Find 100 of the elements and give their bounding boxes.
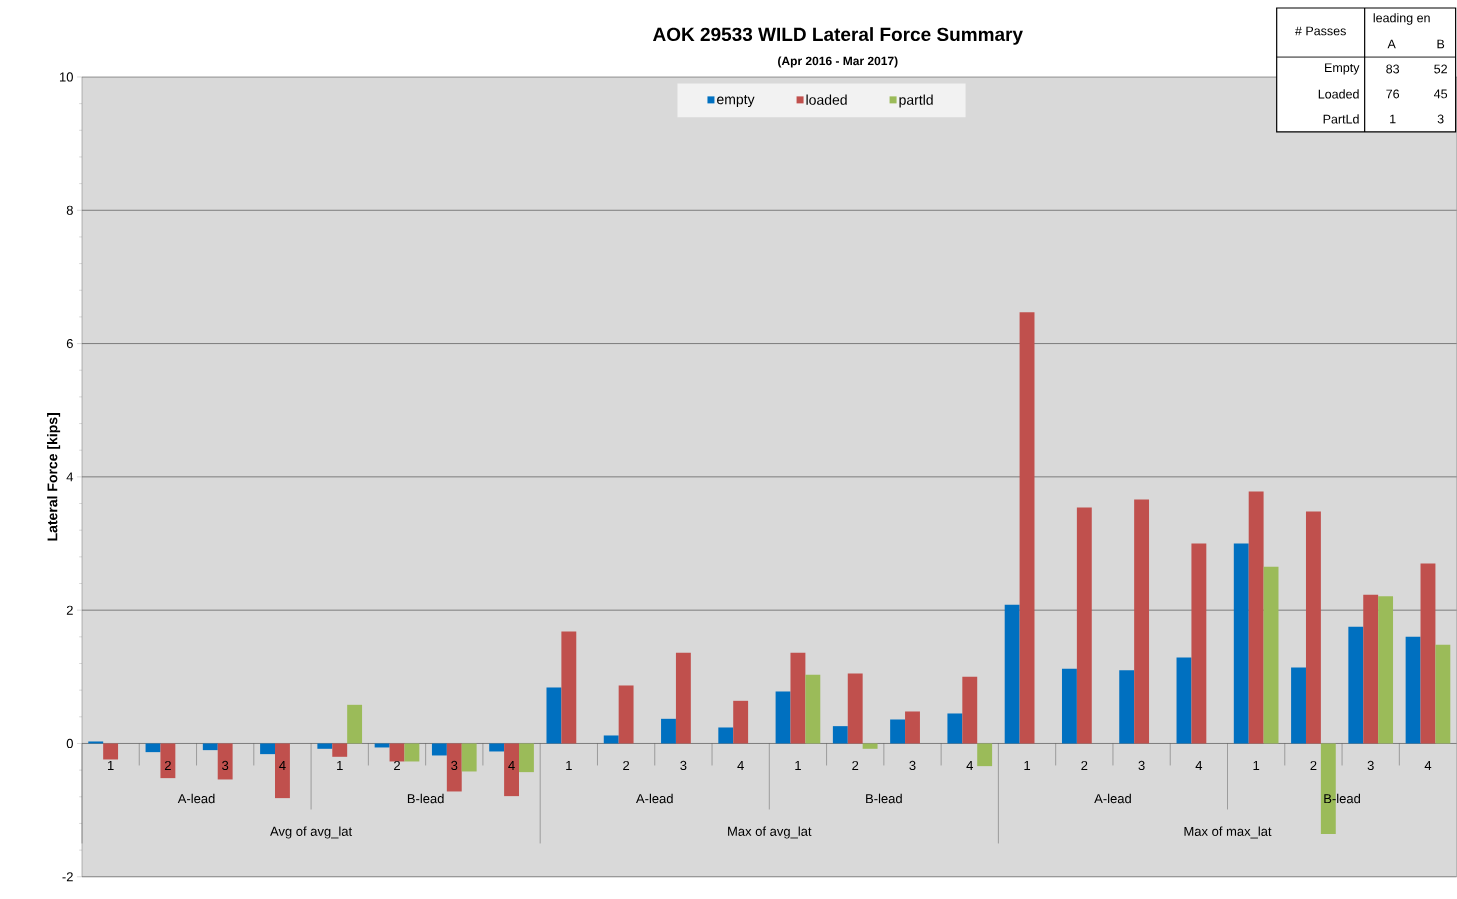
legend-label: empty bbox=[717, 95, 755, 108]
bar bbox=[618, 685, 634, 744]
bar bbox=[718, 727, 734, 744]
bar bbox=[546, 687, 562, 744]
text: leading en bbox=[1373, 13, 1430, 25]
bar bbox=[1263, 566, 1279, 744]
y-axis-title: Lateral Force [kips] bbox=[47, 413, 61, 541]
bar bbox=[374, 743, 390, 748]
x-tick-label: 4 bbox=[279, 761, 286, 771]
x-tick-label: 4 bbox=[508, 761, 515, 771]
annotation: Loaded bbox=[1318, 89, 1359, 99]
annotation: Max of avg_lat bbox=[728, 826, 812, 839]
bar bbox=[661, 718, 676, 744]
bar bbox=[103, 743, 119, 760]
bar bbox=[1233, 543, 1249, 744]
annotation: A-lead bbox=[1094, 793, 1131, 804]
bar bbox=[1248, 491, 1264, 744]
bar bbox=[461, 743, 477, 772]
annotation: 3 bbox=[1437, 114, 1444, 124]
bar bbox=[675, 652, 691, 744]
x-tick-label: 2 bbox=[394, 761, 400, 771]
bar bbox=[977, 743, 993, 767]
bar bbox=[1076, 507, 1092, 744]
annotation: B-lead bbox=[407, 793, 444, 804]
x-tick-label: 2 bbox=[852, 761, 859, 771]
bar bbox=[1119, 670, 1135, 744]
bar bbox=[775, 691, 791, 744]
bar bbox=[1363, 594, 1379, 744]
bar bbox=[1061, 668, 1077, 744]
annotation: A-lead bbox=[635, 793, 673, 804]
x-tick-label: 3 bbox=[1367, 760, 1374, 771]
x-tick-label: 1 bbox=[795, 761, 801, 771]
x-tick-label: 2 bbox=[623, 761, 630, 771]
y-tick-label: -2 bbox=[62, 872, 73, 882]
bar bbox=[603, 735, 619, 744]
bar bbox=[1405, 636, 1421, 744]
x-tick-label: 1 bbox=[1024, 761, 1031, 771]
text: Empty bbox=[1325, 63, 1360, 75]
bar bbox=[1378, 596, 1394, 744]
text: 83 bbox=[1386, 64, 1400, 74]
bar bbox=[275, 743, 290, 799]
bar bbox=[317, 743, 333, 749]
bar bbox=[446, 743, 462, 792]
bar bbox=[332, 743, 348, 757]
legend-label: partld bbox=[899, 94, 933, 108]
x-tick-label: 1 bbox=[337, 761, 343, 771]
bar bbox=[1191, 543, 1207, 744]
text: # Passes bbox=[1295, 26, 1346, 36]
x-tick-label: 3 bbox=[909, 760, 916, 771]
bar bbox=[1176, 657, 1192, 744]
y-tick-label: 0 bbox=[66, 738, 73, 749]
chart-title: AOK 29533 WILD Lateral Force Summary bbox=[653, 27, 1023, 45]
bar bbox=[202, 743, 218, 751]
bar bbox=[890, 719, 906, 744]
bar bbox=[145, 743, 161, 753]
x-tick-label: 3 bbox=[222, 760, 229, 771]
x-tick-label: 4 bbox=[1195, 761, 1203, 771]
bar bbox=[1291, 667, 1306, 744]
bar bbox=[1019, 312, 1035, 744]
bar bbox=[947, 713, 963, 744]
x-tick-label: 2 bbox=[164, 761, 171, 771]
bar bbox=[504, 743, 519, 797]
bar bbox=[862, 743, 878, 749]
x-tick-label: 3 bbox=[1138, 760, 1145, 771]
bar bbox=[805, 674, 821, 744]
annotation: 76 bbox=[1386, 89, 1400, 99]
x-tick-label: 3 bbox=[680, 760, 687, 771]
bar bbox=[561, 631, 577, 744]
annotation: PartLd bbox=[1323, 114, 1359, 124]
text: B bbox=[1437, 39, 1445, 49]
x-tick-label: 1 bbox=[107, 761, 114, 771]
bar bbox=[217, 743, 233, 780]
annotation: A-lead bbox=[177, 793, 215, 804]
x-tick-label: 4 bbox=[737, 761, 744, 771]
x-tick-label: 2 bbox=[1081, 761, 1088, 771]
bar bbox=[1420, 563, 1436, 744]
bar bbox=[519, 743, 534, 773]
x-tick-label: 2 bbox=[1310, 761, 1317, 771]
bar bbox=[404, 743, 420, 762]
bar bbox=[1348, 626, 1364, 744]
bar bbox=[1134, 499, 1150, 744]
bar bbox=[431, 743, 447, 756]
bar bbox=[489, 743, 505, 752]
x-tick-label: 1 bbox=[1253, 761, 1260, 771]
bar bbox=[832, 726, 848, 744]
annotation: 45 bbox=[1433, 89, 1448, 99]
bar bbox=[260, 743, 275, 755]
text: 52 bbox=[1434, 64, 1447, 74]
bar bbox=[88, 741, 104, 744]
bar bbox=[347, 704, 363, 744]
bar bbox=[905, 711, 920, 744]
y-tick-label: 2 bbox=[66, 605, 73, 615]
bar bbox=[1435, 644, 1451, 744]
x-tick-label: 4 bbox=[1424, 761, 1432, 771]
x-tick-label: 3 bbox=[451, 760, 458, 771]
bar bbox=[790, 652, 806, 744]
bar bbox=[962, 676, 978, 744]
annotation: B-lead bbox=[866, 793, 902, 804]
bar bbox=[733, 700, 749, 744]
annotation: Avg of avg_lat bbox=[270, 826, 353, 839]
